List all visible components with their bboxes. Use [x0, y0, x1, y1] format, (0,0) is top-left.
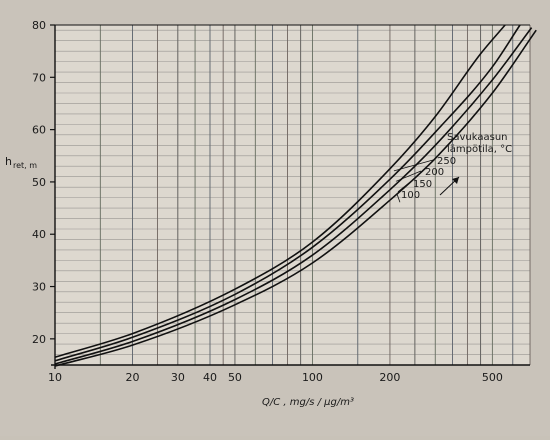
x-tick-label: 30 — [171, 371, 185, 384]
y-tick-label: 40 — [32, 228, 46, 241]
legend-leader-100 — [396, 193, 401, 203]
legend-label-100: 100 — [401, 190, 420, 201]
series-line-100 — [54, 29, 537, 367]
y-tick-label: 50 — [32, 176, 46, 189]
y-tick-label: 20 — [32, 333, 46, 346]
y-axis-label: h — [5, 155, 12, 168]
y-tick-label: 30 — [32, 281, 46, 294]
x-tick-label: 200 — [379, 371, 400, 384]
series-line-250 — [54, 24, 506, 358]
x-tick-label: 10 — [48, 371, 62, 384]
series-line-150 — [54, 27, 533, 365]
x-tick-label: 50 — [228, 371, 242, 384]
series-line-200 — [54, 24, 521, 362]
legend-title-line1: Savukaasun — [447, 132, 508, 143]
plot-area — [55, 25, 530, 365]
y-axis-label-subscript: ret, m — [13, 161, 37, 170]
x-tick-label: 100 — [302, 371, 323, 384]
x-tick-label: 500 — [482, 371, 503, 384]
legend-label-250: 250 — [437, 156, 456, 167]
x-axis-label: Q/C , mg/s / μg/m³ — [262, 397, 354, 408]
legend-leader-250 — [393, 159, 434, 172]
y-tick-label: 60 — [32, 124, 46, 137]
y-tick-label: 80 — [32, 19, 46, 32]
legend-leader-200 — [395, 170, 422, 182]
x-tick-label: 20 — [125, 371, 139, 384]
x-tick-label: 40 — [203, 371, 217, 384]
y-tick-label: 70 — [32, 71, 46, 84]
legend-label-150: 150 — [413, 179, 432, 190]
legend-leader-150 — [397, 182, 410, 193]
legend-label-200: 200 — [425, 167, 444, 178]
legend-title-line2: lämpötila, °C — [447, 144, 512, 155]
legend-arrow-head — [452, 177, 459, 184]
